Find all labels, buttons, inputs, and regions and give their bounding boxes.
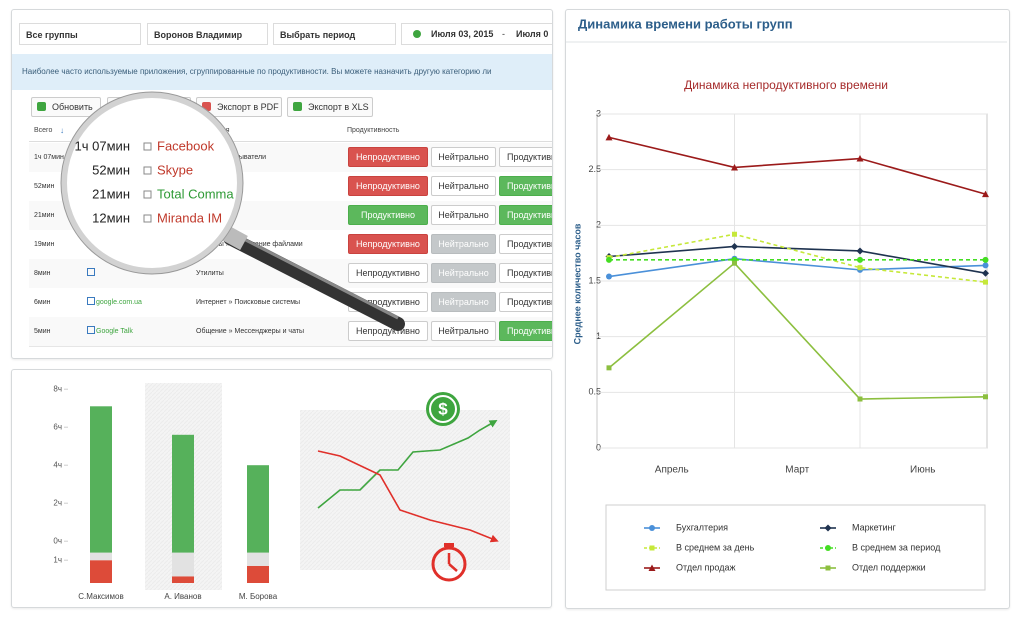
toolbar-button[interactable]: Экспорт в XLS: [287, 97, 373, 117]
category: Утилиты: [196, 270, 224, 277]
column-header: Всего: [34, 127, 53, 134]
category: Общение » Мессенджеры и чаты: [196, 328, 305, 335]
app-icon: [87, 239, 95, 247]
toolbar-button[interactable]: [107, 97, 191, 117]
apps-panel: Все группы Воронов Владимир Выбрать период…: [11, 9, 553, 359]
app-name: Google Talk: [96, 328, 133, 335]
productivity-button[interactable]: Непродуктивно: [348, 176, 428, 196]
category: Интернет » Поисковые системы: [196, 299, 301, 306]
productivity-button[interactable]: Нейтрально: [431, 205, 496, 225]
toolbar-icon: [202, 102, 211, 111]
app-icon: [87, 297, 95, 305]
productivity-button[interactable]: Нейтрально: [431, 292, 496, 312]
productivity-button[interactable]: Непродуктивно: [348, 263, 428, 283]
app-icon: [87, 268, 95, 276]
sort-arrow: ↓: [60, 126, 64, 135]
toolbar-icon: [37, 102, 46, 111]
productivity-button[interactable]: Продуктивно: [499, 205, 552, 225]
date-to: Июля 0: [516, 29, 549, 39]
category: Утилиты » Управление файлами: [196, 241, 303, 248]
category: ризовано: [196, 212, 227, 219]
column-header: ория: [214, 127, 230, 134]
productivity-button[interactable]: Нейтрально: [431, 147, 496, 167]
filter-select[interactable]: Воронов Владимир: [147, 23, 268, 45]
productivity-button[interactable]: Нейтрально: [431, 234, 496, 254]
total-time: 21мин: [34, 212, 55, 219]
info-bar: [12, 54, 552, 90]
info-text: Наиболее часто используемые приложения, …: [22, 67, 492, 76]
productivity-button[interactable]: Продуктивно: [499, 263, 552, 283]
productivity-button[interactable]: Непродуктивно: [348, 147, 428, 167]
productivity-button[interactable]: Продуктивно: [348, 205, 428, 225]
date-from: Июля 03, 2015: [431, 29, 494, 39]
column-header: П: [79, 127, 85, 134]
productivity-button[interactable]: Нейтрально: [431, 263, 496, 283]
date-icon: [413, 30, 421, 38]
total-time: 6мин: [34, 299, 51, 306]
total-time: 1ч 07мин: [34, 154, 64, 161]
productivity-button[interactable]: Продуктивно: [499, 234, 552, 254]
app-icon: [87, 326, 95, 334]
productivity-button[interactable]: Непродуктивно: [348, 234, 428, 254]
productivity-button[interactable]: Продуктивно: [499, 147, 552, 167]
filter-select[interactable]: Выбрать период: [273, 23, 396, 45]
productivity-button[interactable]: Непродуктивно: [348, 321, 428, 341]
productivity-button[interactable]: Нейтрально: [431, 321, 496, 341]
productivity-button[interactable]: Непродуктивно: [348, 292, 428, 312]
total-time: 8мин: [34, 270, 51, 277]
date-range[interactable]: [401, 23, 552, 45]
table-header: [29, 122, 552, 142]
filter-select[interactable]: Все группы: [19, 23, 141, 45]
column-header: Продуктивность: [347, 127, 400, 134]
productivity-button[interactable]: Продуктивно: [499, 176, 552, 196]
date-sep: -: [502, 29, 505, 39]
total-time: 52мин: [34, 183, 55, 190]
toolbar-icon: [293, 102, 302, 111]
app-name: google.com.ua: [96, 299, 142, 306]
chart-panel: [565, 9, 1010, 609]
bars-panel: [11, 369, 552, 608]
productivity-button[interactable]: Продуктивно: [499, 321, 552, 341]
productivity-button[interactable]: Продуктивно: [499, 292, 552, 312]
category: щие: [196, 183, 210, 190]
total-time: 5мин: [34, 328, 51, 335]
category: диа » Проигрыватели: [196, 154, 267, 161]
productivity-button[interactable]: Нейтрально: [431, 176, 496, 196]
total-time: 19мин: [34, 241, 55, 248]
